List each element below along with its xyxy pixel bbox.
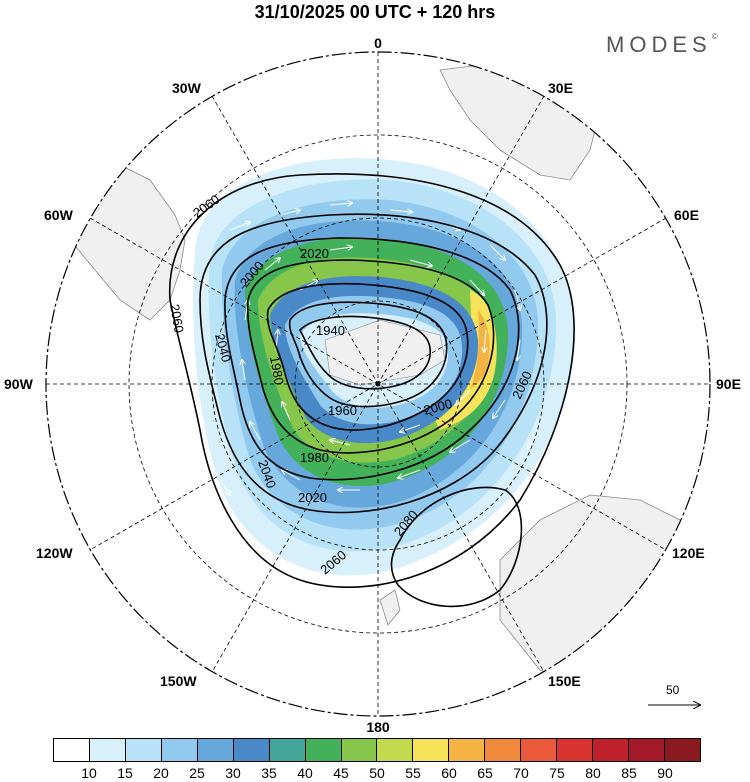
colorbar-tick-label: 85 <box>621 765 637 781</box>
contour-1960 <box>288 301 448 408</box>
land-new-zealand <box>379 589 401 626</box>
contour-2000 <box>246 259 495 454</box>
colorbar-tick-label: 25 <box>189 765 205 781</box>
colorbar-cell <box>413 739 450 761</box>
longitude-labels: 0 30E 60E 90E 120E 150E 180 150W 120W 90… <box>4 35 741 735</box>
wind-vectors <box>199 203 541 495</box>
lon-label-30w: 30W <box>172 80 202 96</box>
lon-label-30e: 30E <box>548 80 573 96</box>
colorbar-cell <box>305 739 342 761</box>
colorbar-cell <box>557 739 594 761</box>
lon-label-180: 180 <box>366 719 390 735</box>
colorbar-tick-label: 80 <box>585 765 601 781</box>
contour-2080 <box>390 486 523 608</box>
contour-label: 1980 <box>267 355 287 386</box>
colorbar-cell <box>664 739 700 761</box>
colorbar-tick-label: 30 <box>225 765 241 781</box>
contour-2020 <box>224 237 520 481</box>
colorbar-cell <box>233 739 270 761</box>
vector-reference-value: 50 <box>666 683 680 697</box>
contour-1940 <box>299 315 431 390</box>
colorbar-cell <box>54 739 90 761</box>
colorbar-cell <box>89 739 126 761</box>
map-disc <box>46 52 710 716</box>
colorbar-tick-label: 65 <box>477 765 493 781</box>
contour-2040 <box>199 213 548 514</box>
colorbar-cell <box>629 739 665 761</box>
lon-label-90e: 90E <box>716 376 741 392</box>
colorbar-tick-label: 10 <box>81 765 97 781</box>
colorbar-tick-label: 90 <box>657 765 673 781</box>
colorbar-tick-label: 20 <box>153 765 169 781</box>
lon-label-60e: 60E <box>674 207 699 223</box>
colorbar-cell <box>377 739 414 761</box>
lon-label-150e: 150E <box>548 673 581 689</box>
brand-name: MODES <box>606 32 712 57</box>
contour-label: 2020 <box>298 490 327 505</box>
colorbar-tick-label: 45 <box>333 765 349 781</box>
lon-label-0: 0 <box>374 35 382 51</box>
lon-label-120w: 120W <box>36 545 73 561</box>
colorbar-tick-label: 55 <box>405 765 421 781</box>
colorbar-tick-label: 60 <box>441 765 457 781</box>
south-pole-marker <box>375 381 381 387</box>
colorbar-cell <box>521 739 558 761</box>
contour-label: 2060 <box>167 303 187 334</box>
contour-label: 1960 <box>328 403 357 418</box>
lon-label-90w: 90W <box>4 376 34 392</box>
lon-label-120e: 120E <box>672 545 705 561</box>
colorbar-cell <box>269 739 306 761</box>
wind-shading <box>193 158 576 576</box>
contour-label: 2000 <box>422 396 454 418</box>
map-title: 31/10/2025 00 UTC + 120 hrs <box>254 2 496 22</box>
colorbar-tick-label: 40 <box>297 765 313 781</box>
lon-label-60w: 60W <box>44 207 74 223</box>
vector-reference: 50 <box>648 683 700 705</box>
colorbar-ticks: 10 15 20 25 30 35 40 45 50 55 60 65 70 75 80 85 90 <box>53 765 701 781</box>
map-boundary <box>45 51 711 717</box>
brand-logo: MODES© <box>606 32 718 58</box>
colorbar-tick-label: 35 <box>261 765 277 781</box>
contour-label: 2020 <box>300 246 329 261</box>
colorbar-tick-label: 70 <box>513 765 529 781</box>
colorbar-cell <box>125 739 162 761</box>
colorbar-cell <box>161 739 198 761</box>
brand-mark: © <box>711 32 718 41</box>
colorbar-cell <box>449 739 486 761</box>
height-contours <box>168 173 575 608</box>
colorbar-tick-label: 75 <box>549 765 565 781</box>
colorbar <box>53 738 701 762</box>
contour-label: 1940 <box>316 323 345 338</box>
colorbar-cell <box>197 739 234 761</box>
colorbar-cell <box>485 739 522 761</box>
colorbar-cell <box>593 739 629 761</box>
contour-2060 <box>168 173 575 589</box>
colorbar-tick-label: 15 <box>117 765 133 781</box>
lon-label-150w: 150W <box>160 673 197 689</box>
contour-1980 <box>266 282 469 431</box>
contour-label: 2040 <box>212 332 234 364</box>
contour-label: 1980 <box>300 450 329 465</box>
colorbar-tick-label: 50 <box>369 765 385 781</box>
colorbar-cell <box>341 739 378 761</box>
